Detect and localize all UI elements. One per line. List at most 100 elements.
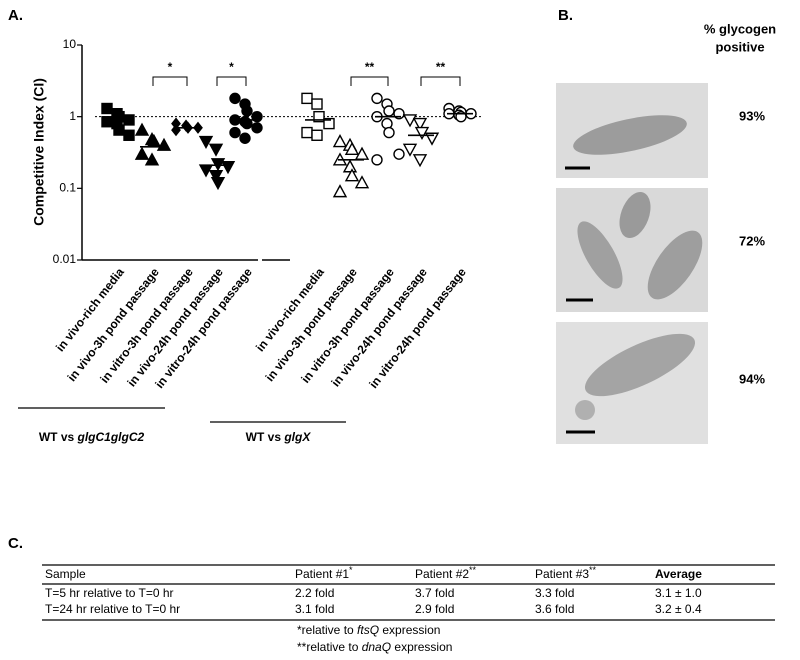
point	[311, 129, 323, 141]
y-tick-label: 1	[69, 109, 76, 123]
table-cell: 3.7 fold	[415, 586, 454, 600]
point	[208, 143, 224, 157]
point	[241, 117, 253, 130]
significance-bracket	[420, 76, 461, 86]
point	[301, 126, 313, 139]
point	[371, 92, 383, 105]
point	[113, 124, 125, 136]
note-text: relative to	[302, 623, 357, 637]
group-prefix: WT vs	[246, 430, 285, 444]
table-cell: 2.2 fold	[295, 586, 334, 600]
percentage: 94%	[739, 371, 765, 386]
y-axis-label: Competitive Index (CI)	[31, 78, 47, 226]
point	[323, 117, 335, 130]
point	[332, 134, 348, 148]
significance-bracket	[216, 76, 247, 86]
table-header: Patient #1*	[295, 565, 353, 581]
footnote: *relative to ftsQ expression	[297, 623, 440, 637]
point	[198, 135, 214, 149]
table-cell: 3.6 fold	[535, 602, 574, 616]
header-text: Patient #2	[415, 567, 469, 581]
group-prefix: WT vs	[39, 430, 78, 444]
point	[156, 137, 172, 151]
point	[393, 148, 405, 160]
point	[412, 154, 428, 168]
header-text: Average	[655, 567, 702, 581]
point	[414, 126, 430, 141]
group-label: WT vs glgX	[246, 430, 312, 444]
point	[101, 102, 113, 115]
significance-label: *	[168, 60, 173, 74]
point	[134, 122, 150, 136]
heading: positive	[715, 39, 764, 54]
point	[402, 143, 418, 157]
note-text: relative to	[306, 640, 361, 654]
header-text: Patient #3	[535, 567, 589, 581]
point	[123, 114, 135, 126]
header-mark: **	[469, 565, 477, 575]
note-suffix: expression	[391, 640, 452, 654]
percentage: 72%	[739, 233, 765, 248]
point	[171, 123, 181, 137]
note-mark: *	[297, 623, 302, 637]
y-tick-label: 0.1	[59, 181, 76, 195]
point	[301, 92, 313, 105]
point	[371, 154, 383, 166]
heading: % glycogen	[704, 21, 776, 36]
point	[251, 122, 263, 134]
header-mark: *	[349, 565, 353, 575]
point	[383, 105, 395, 117]
micrograph	[556, 83, 708, 178]
y-tick-label: 0.01	[53, 252, 77, 266]
point	[123, 129, 135, 141]
significance-bracket	[350, 76, 389, 86]
note-mark: **	[297, 640, 307, 654]
significance-label: **	[365, 60, 375, 74]
table-cell: 3.1 ± 1.0	[655, 586, 702, 600]
point	[354, 175, 370, 189]
point	[402, 114, 418, 128]
significance-label: *	[229, 60, 234, 74]
group-name: glgC1glgC2	[77, 430, 145, 444]
group-name: glgX	[283, 430, 311, 444]
panel-label: C.	[8, 535, 23, 552]
table-cell: 3.2 ± 0.4	[655, 602, 702, 616]
point	[342, 159, 358, 173]
micrograph	[556, 188, 708, 312]
point	[412, 117, 428, 132]
point	[239, 132, 251, 144]
point	[210, 176, 226, 191]
table-header: Patient #3**	[535, 565, 597, 581]
table-cell: 2.9 fold	[415, 602, 454, 616]
point	[210, 158, 226, 172]
micrograph	[556, 322, 708, 444]
group-label: WT vs glgC1glgC2	[39, 430, 145, 444]
table-header: Sample	[45, 567, 86, 581]
note-suffix: expression	[379, 623, 440, 637]
point	[344, 141, 360, 156]
y-tick-label: 10	[63, 37, 77, 51]
point	[134, 146, 150, 160]
point	[144, 152, 160, 166]
point	[208, 170, 224, 184]
point	[311, 98, 323, 110]
table-cell: T=24 hr relative to T=0 hr	[45, 602, 180, 616]
panel-label: B.	[558, 7, 573, 24]
percentage: 93%	[739, 108, 765, 123]
note-gene: ftsQ	[357, 623, 379, 637]
note-gene: dnaQ	[362, 640, 391, 654]
point	[313, 110, 325, 123]
point	[220, 161, 236, 175]
significance-label: **	[436, 60, 446, 74]
point	[383, 126, 395, 139]
point	[229, 92, 241, 105]
header-text: Patient #1	[295, 567, 349, 581]
footnote: **relative to dnaQ expression	[297, 640, 452, 654]
table-cell: T=5 hr relative to T=0 hr	[45, 586, 174, 600]
table-header: Average	[655, 567, 702, 581]
significance-bracket	[152, 76, 188, 86]
point	[332, 184, 348, 198]
point	[344, 168, 360, 182]
